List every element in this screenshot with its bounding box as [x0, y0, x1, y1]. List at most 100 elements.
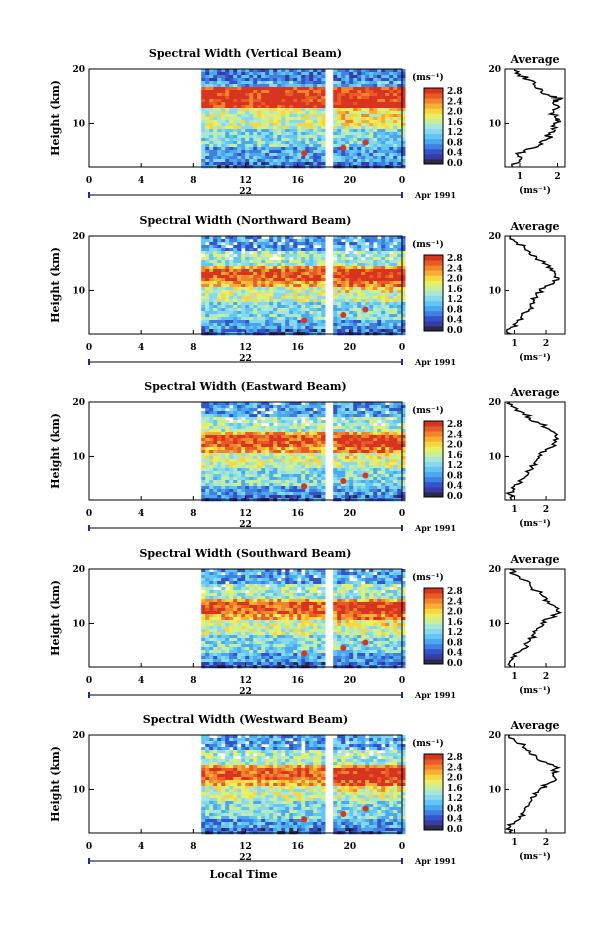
- heatmap-cell: [345, 320, 350, 324]
- heatmap-cell: [317, 114, 322, 118]
- heatmap-cell: [213, 453, 218, 457]
- heatmap-cell: [317, 93, 322, 97]
- heatmap-cell: [313, 138, 318, 142]
- heatmap-cell: [209, 489, 214, 493]
- heatmap-cell: [361, 486, 366, 490]
- heatmap-cell: [277, 311, 282, 315]
- heatmap-cell: [353, 278, 358, 282]
- heatmap-cell: [201, 429, 206, 433]
- heatmap-cell: [373, 81, 378, 85]
- heatmap-cell: [305, 78, 310, 82]
- heatmap-cell: [369, 287, 374, 291]
- heatmap-cell: [261, 441, 266, 445]
- heatmap-cell: [317, 132, 322, 136]
- heatmap-cell: [217, 281, 222, 285]
- heatmap-cell: [233, 99, 238, 103]
- heatmap-cell: [317, 269, 322, 273]
- heatmap-cell: [317, 248, 322, 252]
- heatmap-cell: [309, 438, 314, 442]
- heatmap-cell: [357, 144, 362, 148]
- heatmap-cell: [309, 93, 314, 97]
- heatmap-cell: [381, 456, 386, 460]
- heatmap-cell: [269, 290, 274, 294]
- heatmap-cell: [289, 138, 294, 142]
- heatmap-cell: [205, 429, 210, 433]
- heatmap-cell: [233, 408, 238, 412]
- heatmap-cell: [261, 320, 266, 324]
- heatmap-cell: [309, 326, 314, 330]
- heatmap-cell: [273, 299, 278, 303]
- x-tick-label: 8: [190, 176, 196, 186]
- heatmap-cell: [209, 132, 214, 136]
- heatmap-cell: [345, 81, 350, 85]
- heatmap-cell: [257, 462, 262, 466]
- heatmap-cell: [257, 72, 262, 76]
- heatmap-cell: [273, 302, 278, 306]
- heatmap-cell: [377, 93, 382, 97]
- heatmap-cell: [273, 129, 278, 133]
- heatmap-cell: [209, 290, 214, 294]
- heatmap-cell: [229, 435, 234, 439]
- heatmap-cell: [345, 471, 350, 475]
- heatmap-cell: [289, 438, 294, 442]
- heatmap-cell: [205, 299, 210, 303]
- heatmap-cell: [333, 99, 338, 103]
- heatmap-cell: [285, 411, 290, 415]
- heatmap-cell: [297, 405, 302, 409]
- heatmap-cell: [377, 114, 382, 118]
- heatmap-cell: [377, 450, 382, 454]
- heatmap-cell: [281, 147, 286, 151]
- heatmap-cell: [333, 468, 338, 472]
- heatmap-cell: [257, 423, 262, 427]
- heatmap-cell: [357, 459, 362, 463]
- x-tick-label: 8: [190, 343, 196, 353]
- heatmap-cell: [289, 90, 294, 94]
- heatmap-cell: [353, 111, 358, 115]
- heatmap-cell: [389, 266, 394, 270]
- heatmap-cell: [293, 272, 298, 276]
- heatmap-cell: [225, 99, 230, 103]
- heatmap-cell: [353, 296, 358, 300]
- heatmap-cell: [377, 78, 382, 82]
- heatmap-cell: [201, 650, 206, 654]
- heatmap-cell: [373, 444, 378, 448]
- heatmap-cell: [341, 329, 346, 333]
- heatmap-cell: [305, 251, 310, 255]
- heatmap-cell: [333, 84, 338, 88]
- heatmap-cell: [261, 93, 266, 97]
- heatmap-cell: [357, 69, 362, 73]
- heatmap-cell: [305, 96, 310, 100]
- heatmap-cell: [217, 308, 222, 312]
- heatmap-cell: [353, 153, 358, 157]
- heatmap-cell: [285, 429, 290, 433]
- heatmap-cell: [373, 251, 378, 255]
- heatmap-cell: [201, 450, 206, 454]
- heatmap-cell: [233, 468, 238, 472]
- heatmap-cell: [361, 111, 366, 115]
- heatmap-cell: [269, 417, 274, 421]
- heatmap-cell: [253, 305, 258, 309]
- heatmap-cell: [305, 326, 310, 330]
- heatmap-cell: [281, 245, 286, 249]
- heatmap-cell: [297, 87, 302, 91]
- heatmap-cell: [205, 251, 210, 255]
- heatmap-cell: [377, 477, 382, 481]
- heatmap-cell: [209, 453, 214, 457]
- heatmap-cell: [201, 423, 206, 427]
- heatmap-cell: [269, 72, 274, 76]
- heatmap-cell: [389, 90, 394, 94]
- heatmap-cell: [389, 486, 394, 490]
- heatmap-cell: [277, 138, 282, 142]
- heatmap-cell: [341, 483, 346, 487]
- heatmap-cell: [281, 411, 286, 415]
- heatmap-cell: [293, 287, 298, 291]
- heatmap-cell: [205, 489, 210, 493]
- heatmap-cell: [341, 135, 346, 139]
- heatmap-cell: [365, 266, 370, 270]
- heatmap-cell: [317, 302, 322, 306]
- heatmap-cell: [337, 441, 342, 445]
- heatmap-cell: [369, 132, 374, 136]
- heatmap-cell: [353, 486, 358, 490]
- heatmap-cell: [221, 269, 226, 273]
- heatmap-cell: [209, 269, 214, 273]
